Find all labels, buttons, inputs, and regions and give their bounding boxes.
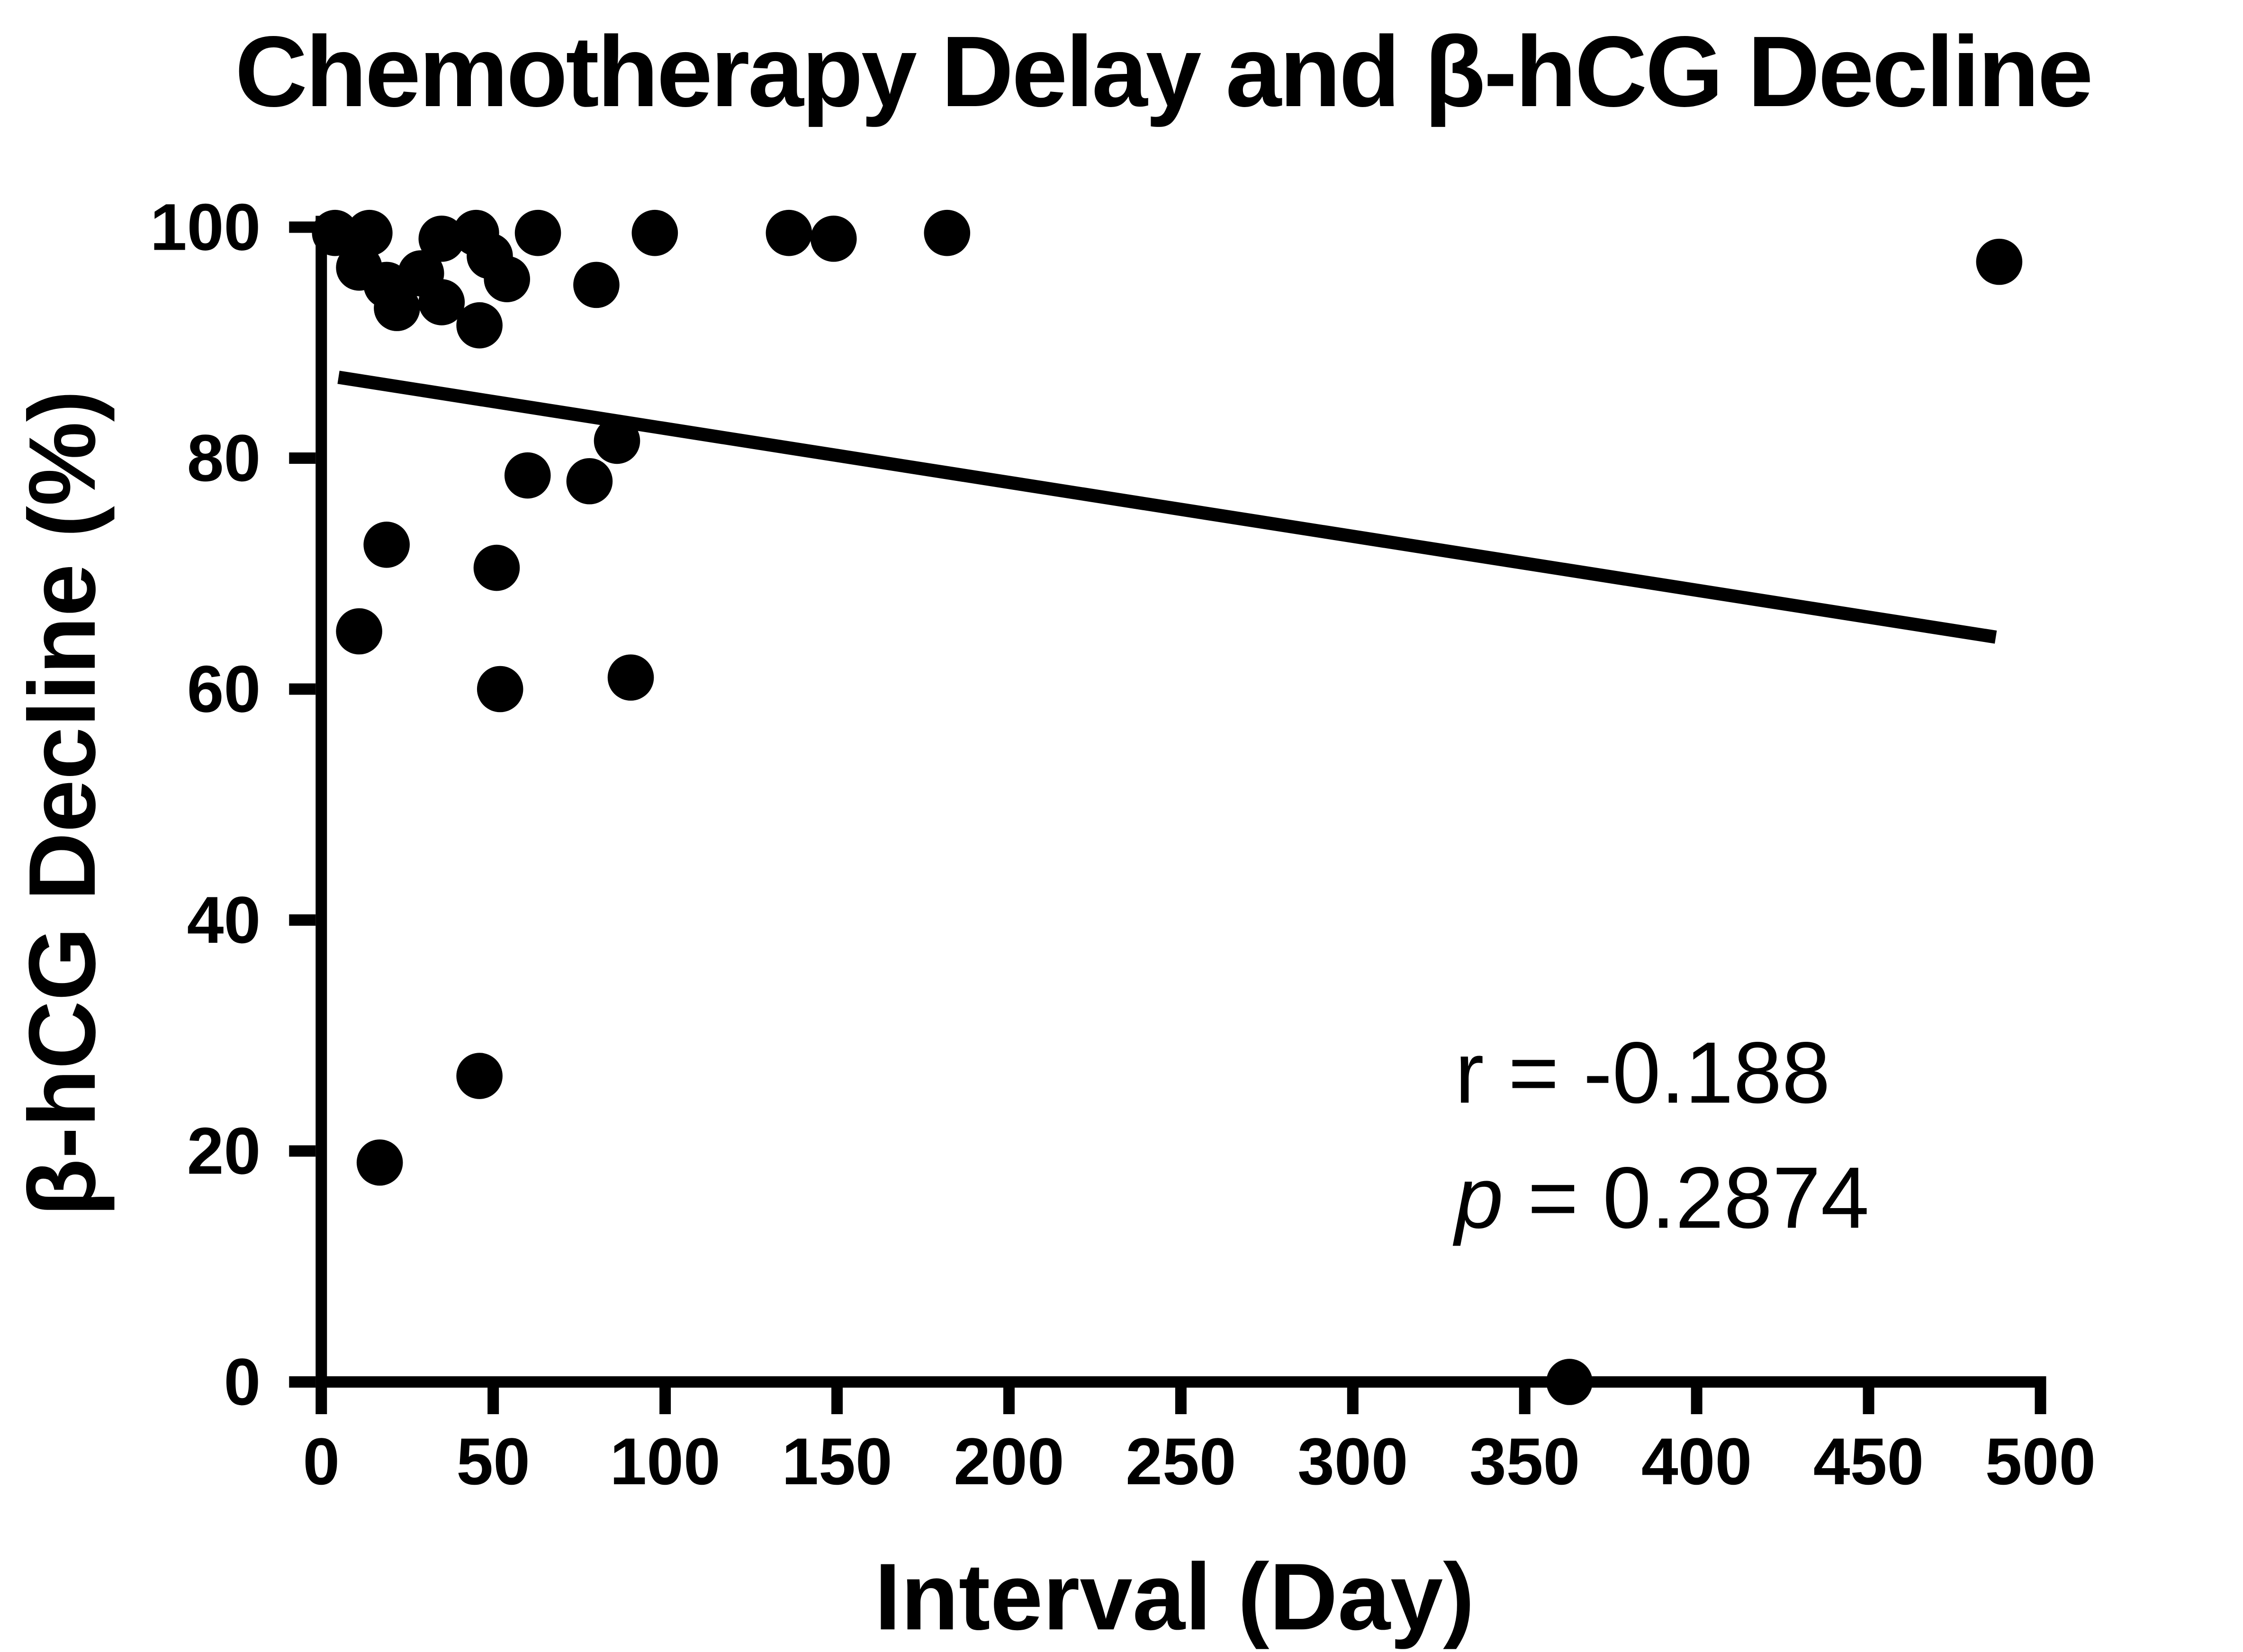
data-point <box>336 608 382 655</box>
data-point <box>631 209 678 256</box>
data-point <box>573 262 620 308</box>
data-point <box>456 1053 503 1099</box>
data-point <box>356 1139 403 1186</box>
annotation-p: p = 0.2874 <box>1452 1148 1869 1246</box>
data-point <box>1976 238 2023 285</box>
x-tick-label: 150 <box>782 1424 892 1499</box>
data-point <box>514 209 561 256</box>
data-point <box>504 452 551 499</box>
data-point <box>594 417 640 464</box>
x-axis-label: Interval (Day) <box>874 1544 1475 1650</box>
data-point <box>924 209 971 256</box>
annotation-p-symbol: p <box>1452 1148 1503 1246</box>
annotation-r-symbol: r <box>1455 1023 1484 1121</box>
annotation-r: r = -0.188 <box>1455 1023 1830 1121</box>
data-point <box>473 544 520 591</box>
chart-title: Chemotherapy Delay and β-hCG Decline <box>235 15 2091 127</box>
data-point <box>456 302 503 349</box>
data-point <box>484 256 531 302</box>
data-point <box>810 216 857 262</box>
x-tick-label: 0 <box>303 1424 340 1499</box>
data-point <box>346 209 393 256</box>
x-tick-label: 500 <box>1985 1424 2096 1499</box>
annotation-r-value: = -0.188 <box>1484 1023 1830 1121</box>
x-tick-label: 400 <box>1641 1424 1752 1499</box>
y-tick-label: 100 <box>150 190 261 264</box>
data-point <box>374 285 420 331</box>
x-tick-label: 50 <box>456 1424 530 1499</box>
data-point <box>607 654 654 701</box>
x-tick-label: 250 <box>1126 1424 1236 1499</box>
plot-area: 0 50 100 150 200 250 300 350 400 450 500 0 20 40 60 80 1… <box>150 190 2096 1498</box>
data-point <box>1546 1359 1593 1405</box>
data-point <box>418 216 465 262</box>
y-tick-label: 60 <box>187 651 261 726</box>
data-point <box>566 458 613 505</box>
x-tick-label: 100 <box>610 1424 721 1499</box>
y-tick-label: 80 <box>187 421 261 495</box>
data-point <box>477 666 523 713</box>
y-tick-label: 20 <box>187 1113 261 1188</box>
data-point <box>766 209 812 256</box>
x-tick-label: 450 <box>1813 1424 1924 1499</box>
data-point <box>312 209 359 256</box>
x-tick-label: 350 <box>1469 1424 1580 1499</box>
y-tick-label: 0 <box>224 1345 261 1419</box>
data-point <box>363 522 410 568</box>
x-tick-label: 300 <box>1297 1424 1408 1499</box>
annotation-p-value: = 0.2874 <box>1504 1148 1869 1246</box>
y-axis-label: β-hCG Decline (%) <box>9 390 115 1217</box>
data-point <box>418 279 465 325</box>
x-tick-label: 200 <box>954 1424 1064 1499</box>
y-tick-label: 40 <box>187 883 261 957</box>
